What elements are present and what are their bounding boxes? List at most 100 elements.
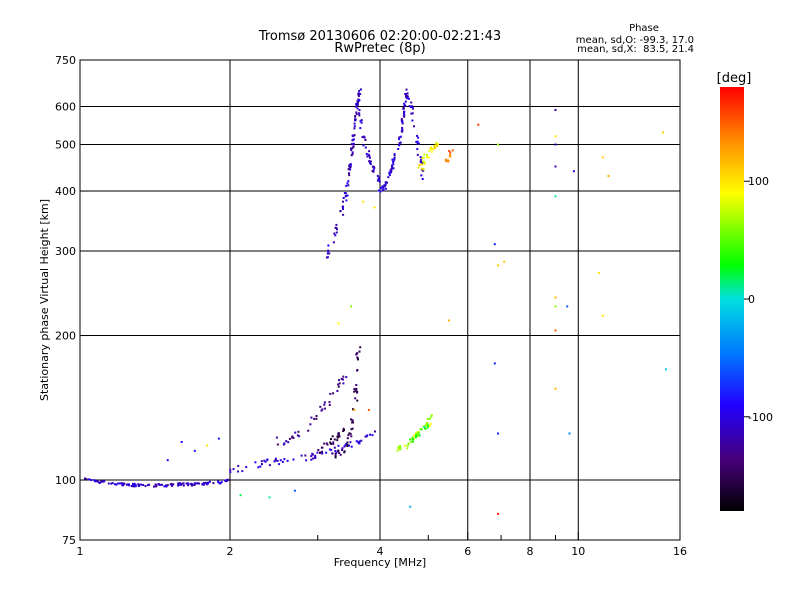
- echo-point: [363, 136, 366, 139]
- echo-point: [325, 451, 328, 454]
- echo-point: [423, 161, 426, 164]
- echo-point: [493, 243, 496, 246]
- echo-point: [665, 368, 667, 371]
- echo-point: [392, 160, 395, 163]
- echo-point: [147, 484, 149, 487]
- echo-point: [274, 457, 277, 460]
- echo-point: [326, 252, 329, 255]
- echo-point: [307, 429, 310, 432]
- echo-point: [406, 447, 409, 450]
- echo-point: [352, 143, 355, 146]
- echo-point: [346, 194, 349, 197]
- echo-point: [268, 496, 271, 499]
- echo-point: [435, 141, 437, 144]
- echo-point: [358, 350, 361, 353]
- echo-point: [315, 415, 318, 417]
- echo-point: [293, 489, 296, 492]
- x-tick-label: 16: [673, 545, 687, 558]
- echo-point: [409, 106, 412, 108]
- echo-point: [388, 171, 391, 174]
- echo-point: [264, 460, 267, 463]
- echo-point: [422, 169, 425, 172]
- echo-point: [352, 138, 355, 141]
- echo-point: [401, 122, 404, 125]
- echo-point: [358, 109, 361, 112]
- echo-point: [348, 164, 351, 166]
- echo-point: [407, 97, 410, 100]
- echo-point: [180, 441, 183, 443]
- echo-point: [417, 432, 420, 435]
- echo-point: [353, 390, 356, 393]
- echo-point: [364, 139, 367, 141]
- echo-point: [399, 446, 402, 449]
- echo-point: [359, 127, 362, 130]
- echo-point: [369, 161, 371, 164]
- colorbar-tick-label: -100: [748, 411, 773, 424]
- echo-point: [554, 135, 557, 138]
- echo-point: [338, 452, 341, 454]
- echo-point: [165, 484, 168, 487]
- echo-point: [410, 101, 413, 104]
- echo-point: [319, 451, 321, 454]
- echo-point: [285, 440, 288, 443]
- echo-point: [391, 164, 393, 167]
- echo-point: [352, 408, 354, 411]
- echo-point: [245, 466, 248, 469]
- echo-point: [353, 134, 356, 137]
- echo-point: [356, 390, 359, 393]
- echo-point: [422, 156, 425, 159]
- echo-point: [113, 483, 116, 486]
- echo-point: [572, 170, 575, 173]
- echo-point: [404, 105, 407, 107]
- echo-point: [355, 113, 358, 116]
- echo-point: [338, 379, 340, 382]
- echo-point: [291, 435, 294, 438]
- echo-point: [352, 146, 355, 149]
- echo-point: [268, 464, 271, 467]
- echo-point: [339, 210, 342, 212]
- echo-point: [402, 107, 405, 110]
- echo-point: [393, 158, 396, 161]
- echo-point: [346, 182, 349, 185]
- echo-point: [366, 155, 369, 158]
- echo-point: [254, 461, 257, 464]
- echo-point: [368, 150, 371, 153]
- echo-point: [323, 407, 326, 410]
- echo-point: [100, 480, 103, 483]
- echo-point: [336, 436, 339, 439]
- echo-point: [95, 480, 98, 483]
- echo-point: [345, 199, 348, 202]
- echo-point: [155, 485, 158, 488]
- echo-point: [401, 129, 404, 131]
- echo-point: [401, 120, 404, 123]
- echo-point: [314, 456, 317, 459]
- echo-point: [217, 479, 220, 482]
- echo-point: [406, 444, 409, 447]
- echo-point: [342, 213, 345, 216]
- y-tick-label: 200: [55, 330, 76, 343]
- echo-point: [227, 478, 230, 481]
- echo-point: [166, 484, 169, 487]
- echo-point: [137, 483, 140, 486]
- echo-point: [371, 170, 374, 172]
- echo-point: [426, 424, 429, 427]
- echo-point: [554, 195, 557, 198]
- echo-point: [257, 466, 260, 469]
- echo-point: [368, 160, 371, 163]
- echo-point: [399, 135, 402, 138]
- echo-point: [342, 378, 344, 381]
- echo-point: [198, 482, 201, 485]
- echo-point: [319, 405, 322, 408]
- echo-point: [416, 430, 419, 433]
- colorbar-ticks: 100 0 -100: [744, 175, 773, 424]
- x-tick-labels: 1 2 4 6 8 10 16: [77, 545, 688, 558]
- echo-point: [404, 100, 407, 103]
- echo-point: [349, 165, 352, 168]
- echo-point: [497, 143, 499, 146]
- echo-point: [357, 93, 360, 96]
- echo-point: [314, 454, 317, 457]
- echo-point: [328, 401, 331, 404]
- echo-point: [283, 458, 286, 461]
- echo-point: [296, 434, 299, 437]
- echo-point: [333, 232, 336, 235]
